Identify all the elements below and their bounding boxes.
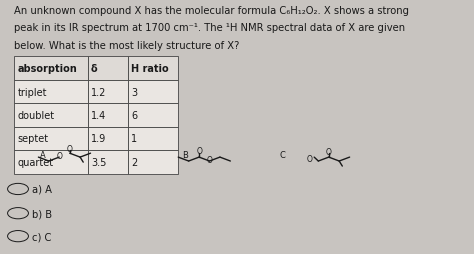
Text: septet: septet [18, 134, 49, 144]
Bar [14, 81, 88, 104]
Text: A: A [40, 150, 46, 160]
Bar [88, 57, 128, 81]
Text: absorption: absorption [18, 64, 77, 74]
Text: 1: 1 [131, 134, 137, 144]
Text: O: O [56, 152, 62, 161]
Text: O: O [207, 156, 212, 165]
Text: doublet: doublet [18, 110, 55, 121]
Text: 6: 6 [131, 110, 137, 121]
Text: peak in its IR spectrum at 1700 cm⁻¹. The ¹H NMR spectral data of X are given: peak in its IR spectrum at 1700 cm⁻¹. Th… [14, 23, 405, 33]
Text: δ: δ [91, 64, 98, 74]
Bar [128, 104, 178, 127]
Text: b) B: b) B [32, 208, 52, 218]
Text: quartet: quartet [18, 157, 54, 167]
Text: a) A: a) A [32, 184, 52, 194]
Text: triplet: triplet [18, 87, 47, 97]
Bar [14, 104, 88, 127]
Text: O: O [196, 147, 202, 156]
Text: C: C [280, 150, 285, 160]
Text: An unknown compound X has the molecular formula C₆H₁₂O₂. X shows a strong: An unknown compound X has the molecular … [14, 6, 409, 16]
Text: c) C: c) C [32, 231, 52, 241]
Text: O: O [67, 144, 73, 153]
Bar [88, 81, 128, 104]
Text: H ratio: H ratio [131, 64, 169, 74]
Text: 3.5: 3.5 [91, 157, 106, 167]
Bar [14, 151, 88, 174]
Text: below. What is the most likely structure of X?: below. What is the most likely structure… [14, 40, 239, 50]
Bar [88, 151, 128, 174]
Bar [88, 104, 128, 127]
Bar [14, 57, 88, 81]
Bar [128, 57, 178, 81]
Text: B: B [182, 150, 188, 160]
Text: 1.2: 1.2 [91, 87, 106, 97]
Bar [88, 127, 128, 151]
Text: 1.9: 1.9 [91, 134, 106, 144]
Bar [14, 127, 88, 151]
Text: O: O [307, 154, 313, 163]
Text: O: O [326, 147, 332, 156]
Text: 3: 3 [131, 87, 137, 97]
Bar [128, 151, 178, 174]
Bar [128, 127, 178, 151]
Text: 1.4: 1.4 [91, 110, 106, 121]
Bar [128, 81, 178, 104]
Text: 2: 2 [131, 157, 137, 167]
